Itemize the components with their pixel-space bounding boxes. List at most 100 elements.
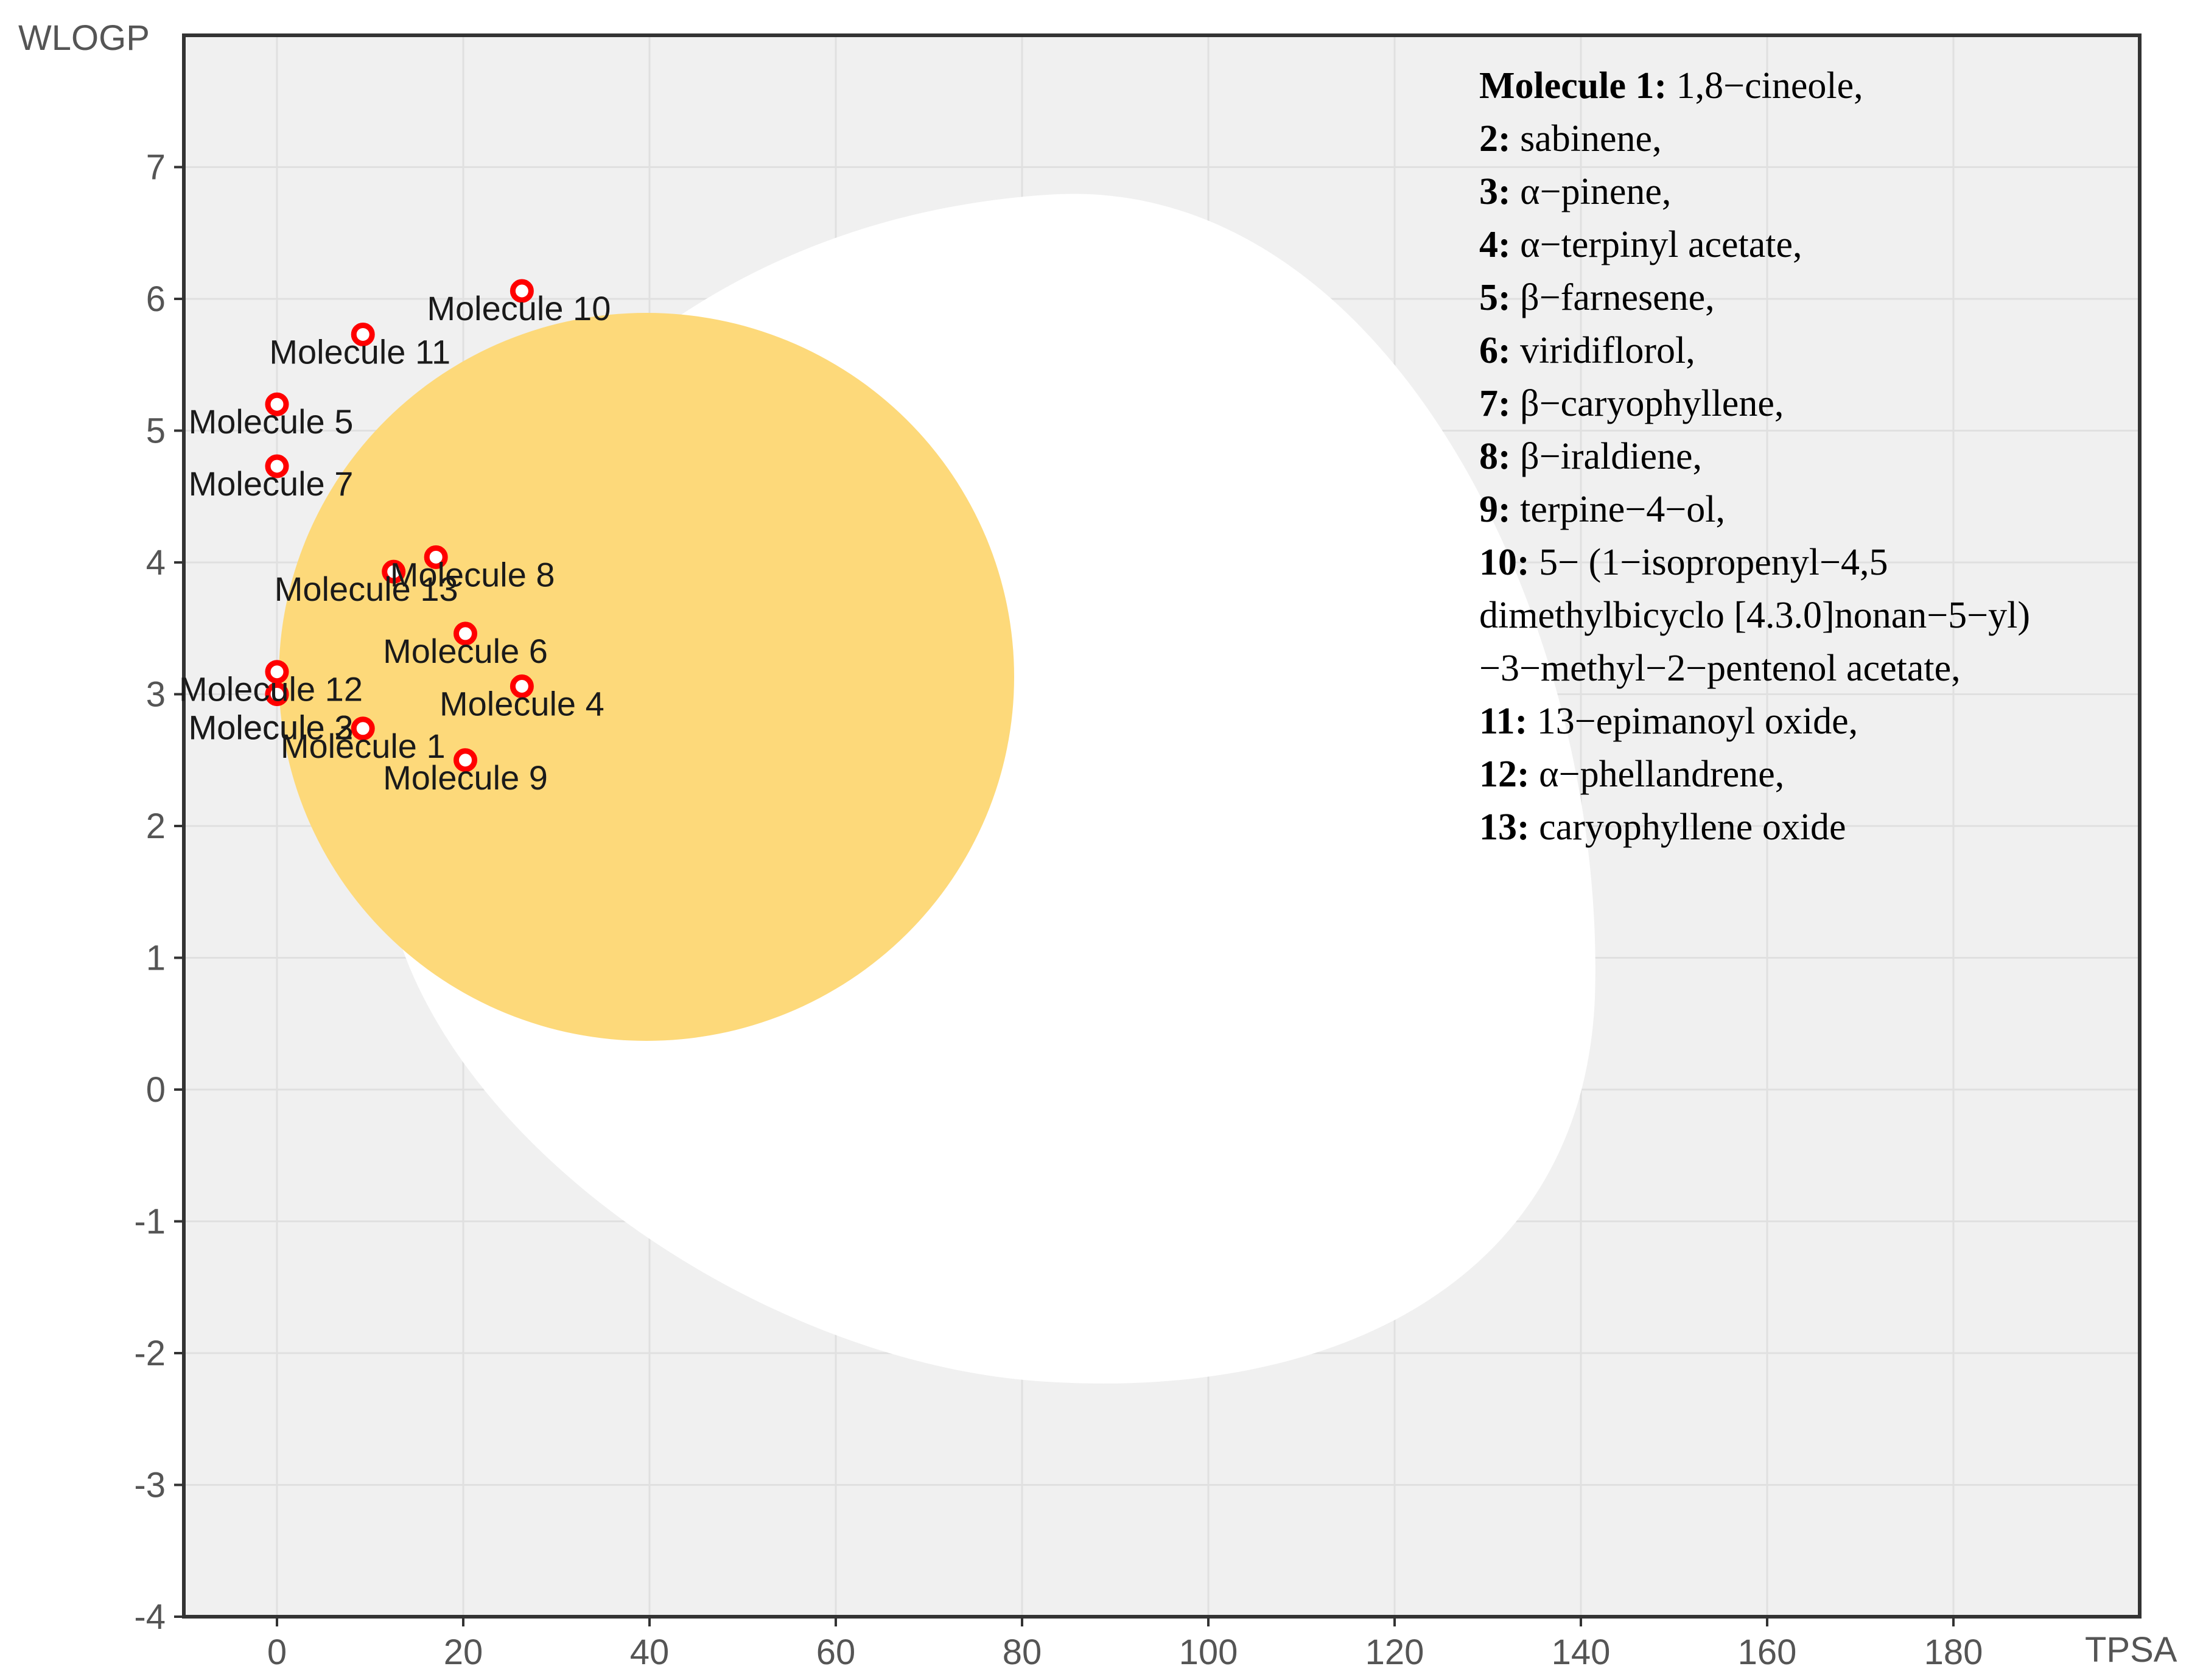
molecule-13-point xyxy=(382,559,406,584)
x-tick-label: 80 xyxy=(1003,1633,1042,1672)
legend-text: caryophyllene oxide xyxy=(1539,807,1846,848)
molecule-6-label: Molecule 6 xyxy=(383,632,548,670)
y-tick-label: 5 xyxy=(146,411,166,451)
x-tick-label: 0 xyxy=(267,1633,287,1672)
legend-key: 4: xyxy=(1479,224,1521,265)
molecule-legend: Molecule 1: 1,8−cineole, 2: sabinene, 3: α… xyxy=(1479,60,2185,854)
x-tick-label: 40 xyxy=(630,1633,670,1672)
legend-row: 2: sabinene, xyxy=(1479,113,2185,166)
legend-row: −3−methyl−2−pentenol acetate, xyxy=(1479,642,2185,695)
molecule-6-point xyxy=(454,621,478,646)
legend-key: 11: xyxy=(1479,701,1537,742)
molecule-5-label: Molecule 5 xyxy=(189,402,354,441)
legend-row: 13: caryophyllene oxide xyxy=(1479,801,2185,854)
x-tick-label: 140 xyxy=(1552,1633,1611,1672)
x-tick-label: 100 xyxy=(1179,1633,1238,1672)
legend-text: viridiflorol, xyxy=(1520,330,1695,371)
legend-text: 5− (1−isopropenyl−4,5 xyxy=(1539,542,1888,583)
molecule-1-point xyxy=(351,716,375,741)
legend-key: 9: xyxy=(1479,489,1521,530)
legend-key: 13: xyxy=(1479,807,1539,848)
legend-row: 10: 5− (1−isopropenyl−4,5 xyxy=(1479,536,2185,589)
molecule-13-label: Molecule 13 xyxy=(275,570,458,608)
legend-key: 10: xyxy=(1479,542,1539,583)
legend-text: α−phellandrene, xyxy=(1539,754,1785,795)
y-tick-label: -3 xyxy=(134,1466,166,1505)
molecule-8-label: Molecule 8 xyxy=(390,555,555,593)
legend-text: α−pinene, xyxy=(1520,171,1672,212)
y-axis-ticks: -4 -3 -2 -1 0 1 2 3 4 5 6 7 xyxy=(134,148,184,1637)
molecule-11-label: Molecule 11 xyxy=(269,332,450,371)
x-tick-label: 180 xyxy=(1924,1633,1983,1672)
molecule-7-label: Molecule 7 xyxy=(189,464,354,503)
legend-row: dimethylbicyclo [4.3.0]nonan−5−yl) xyxy=(1479,589,2185,642)
legend-row: 12: α−phellandrene, xyxy=(1479,748,2185,801)
legend-text: sabinene, xyxy=(1520,118,1662,159)
x-tick-label: 60 xyxy=(816,1633,856,1672)
y-tick-label: -2 xyxy=(134,1334,166,1373)
y-tick-label: 0 xyxy=(146,1070,166,1110)
legend-key: 5: xyxy=(1479,277,1521,318)
data-points xyxy=(265,279,534,772)
legend-text: β−iraldiene, xyxy=(1520,436,1703,477)
molecule-2-label: Molecule 2 xyxy=(189,709,354,747)
molecule-4-point xyxy=(510,674,534,699)
molecule-1-label: Molecule 1 xyxy=(281,727,446,765)
molecule-12-point xyxy=(265,660,289,684)
legend-row: 6: viridiflorol, xyxy=(1479,324,2185,377)
molecule-5-point xyxy=(265,392,289,416)
molecule-9-point xyxy=(454,748,478,772)
x-tick-label: 160 xyxy=(1738,1633,1797,1672)
legend-text: terpine−4−ol, xyxy=(1520,489,1725,530)
y-tick-label: 6 xyxy=(146,279,166,319)
legend-text: dimethylbicyclo [4.3.0]nonan−5−yl) xyxy=(1479,595,2031,636)
molecule-7-point xyxy=(265,454,289,478)
legend-key: 6: xyxy=(1479,330,1521,371)
legend-key: 8: xyxy=(1479,436,1521,477)
y-axis-title: WLOGP xyxy=(18,18,150,58)
y-tick-label: -4 xyxy=(134,1597,166,1637)
x-tick-label: 120 xyxy=(1365,1633,1424,1672)
legend-row: 4: α−terpinyl acetate, xyxy=(1479,219,2185,271)
legend-text: β−caryophyllene, xyxy=(1520,383,1784,424)
y-tick-label: 2 xyxy=(146,807,166,846)
legend-key: 3: xyxy=(1479,171,1521,212)
legend-row: Molecule 1: 1,8−cineole, xyxy=(1479,60,2185,113)
molecule-3-label: Molecule 3 xyxy=(189,709,354,747)
legend-text: α−terpinyl acetate, xyxy=(1520,224,1802,265)
molecule-8-point xyxy=(424,545,448,569)
legend-row: 7: β−caryophyllene, xyxy=(1479,377,2185,430)
legend-key: 7: xyxy=(1479,383,1521,424)
molecule-10-point xyxy=(510,279,534,303)
y-tick-label: 1 xyxy=(146,939,166,978)
x-axis-ticks: 0 20 40 60 80 100 120 140 160 180 xyxy=(267,1617,1983,1672)
legend-key: 2: xyxy=(1479,118,1521,159)
molecule-3-point xyxy=(265,682,289,706)
legend-text: −3−methyl−2−pentenol acetate, xyxy=(1479,648,1961,689)
legend-row: 11: 13−epimanoyl oxide, xyxy=(1479,695,2185,748)
legend-row: 8: β−iraldiene, xyxy=(1479,430,2185,483)
legend-text: 1,8−cineole, xyxy=(1676,65,1863,107)
x-tick-label: 20 xyxy=(444,1633,483,1672)
egg-yolk-region xyxy=(279,313,1014,1041)
egg-regions xyxy=(279,194,1595,1384)
legend-key: 12: xyxy=(1479,754,1539,795)
legend-text: β−farnesene, xyxy=(1520,277,1715,318)
y-tick-label: 7 xyxy=(146,148,166,187)
y-tick-label: -1 xyxy=(134,1202,166,1242)
y-tick-label: 4 xyxy=(146,543,166,583)
legend-row: 3: α−pinene, xyxy=(1479,166,2185,219)
molecule-11-point xyxy=(351,322,375,346)
molecule-12-label: Molecule 12 xyxy=(179,670,363,709)
molecule-9-label: Molecule 9 xyxy=(383,758,548,797)
legend-key: Molecule 1: xyxy=(1479,65,1676,107)
y-tick-label: 3 xyxy=(146,675,166,715)
x-axis-title: TPSA xyxy=(2085,1630,2177,1670)
molecule-10-label: Molecule 10 xyxy=(427,289,611,327)
legend-row: 5: β−farnesene, xyxy=(1479,271,2185,324)
molecule-4-label: Molecule 4 xyxy=(440,685,604,723)
legend-row: 9: terpine−4−ol, xyxy=(1479,483,2185,536)
legend-text: 13−epimanoyl oxide, xyxy=(1536,701,1858,742)
